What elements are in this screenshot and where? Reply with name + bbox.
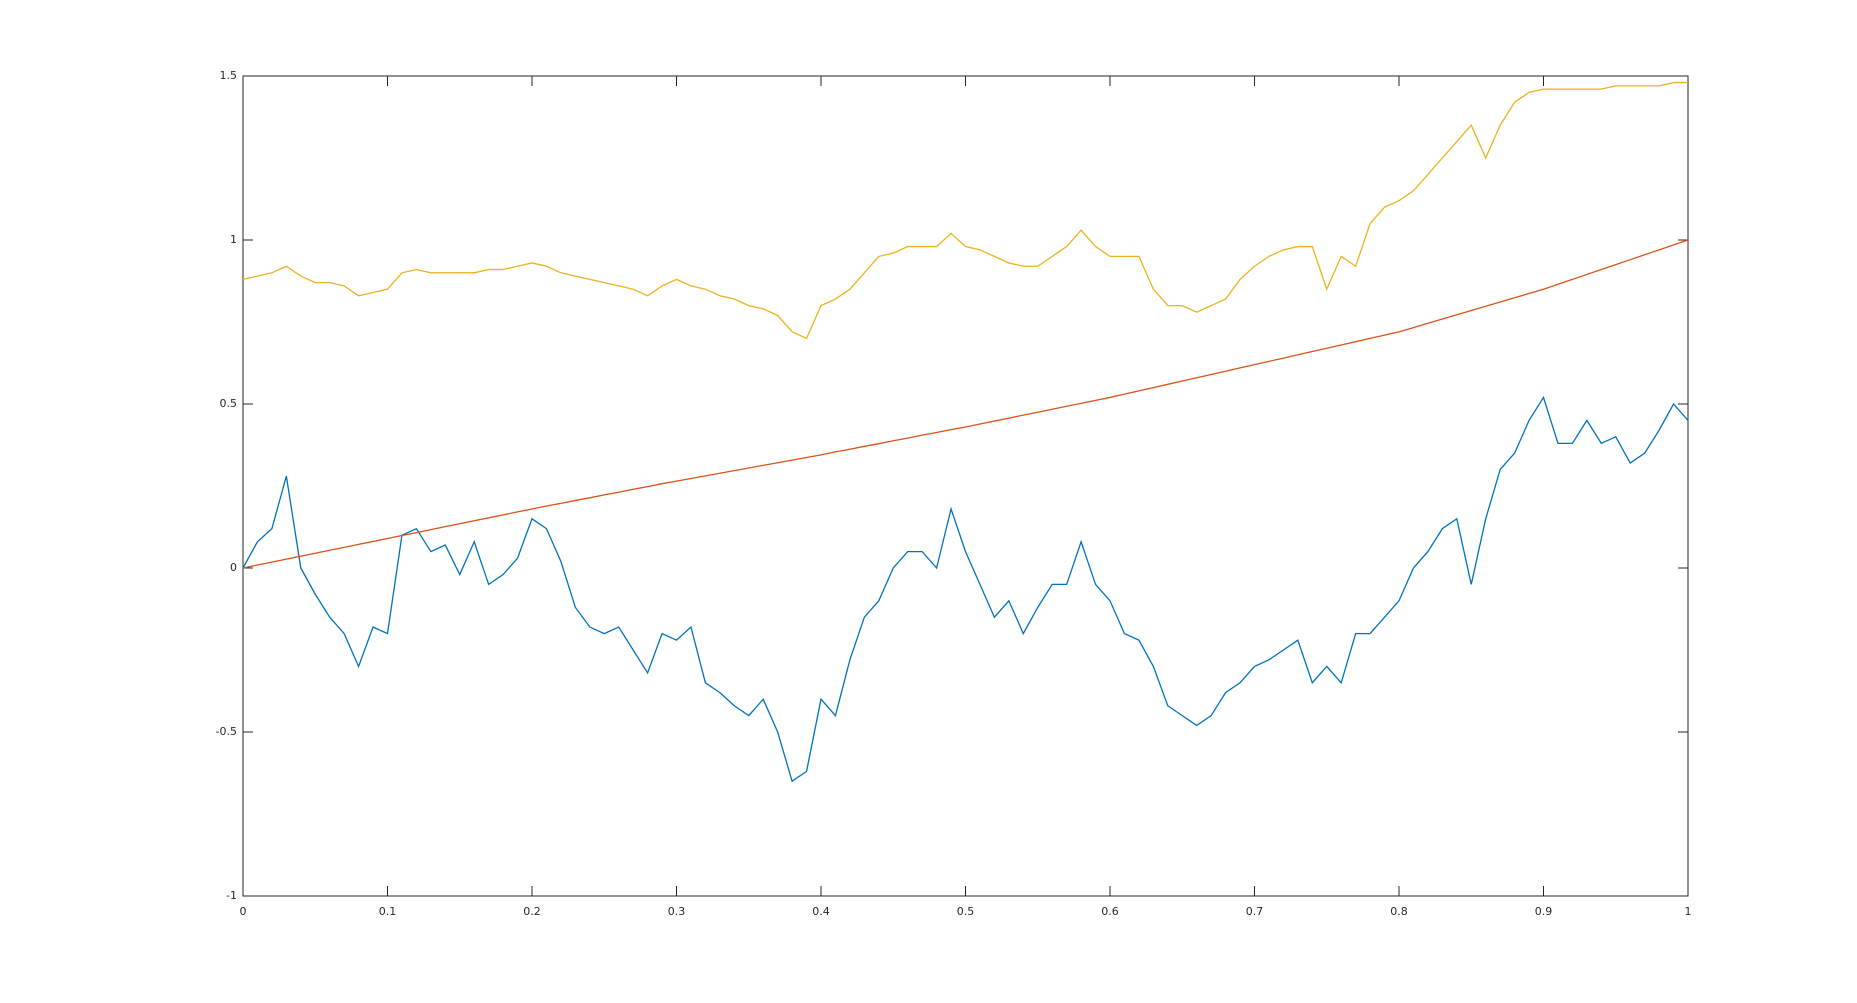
y-tick-label: 0 (230, 561, 237, 574)
plot-box (242, 75, 1689, 897)
y-tick-label: -1 (226, 889, 237, 902)
y-tick-label: 1 (230, 233, 237, 246)
x-tick-label: 0.2 (523, 905, 541, 918)
line-series (242, 395, 1689, 783)
x-tick-label: 0.8 (1390, 905, 1408, 918)
x-tick-label: 0.6 (1101, 905, 1119, 918)
line-series (242, 81, 1688, 340)
x-tick-label: 0 (240, 905, 247, 918)
x-tick-label: 0.3 (668, 905, 686, 918)
x-tick-label: 0.7 (1246, 905, 1264, 918)
line-series (242, 239, 1689, 569)
x-tick-label: 1 (1685, 905, 1692, 918)
x-tick-label: 0.9 (1535, 905, 1553, 918)
y-tick-label: 0.5 (220, 397, 238, 410)
x-tick-label: 0.1 (379, 905, 397, 918)
x-tick-label: 0.4 (812, 905, 830, 918)
y-tick-label: -0.5 (216, 725, 237, 738)
x-tick-label: 0.5 (957, 905, 975, 918)
y-tick-label: 1.5 (220, 69, 238, 82)
